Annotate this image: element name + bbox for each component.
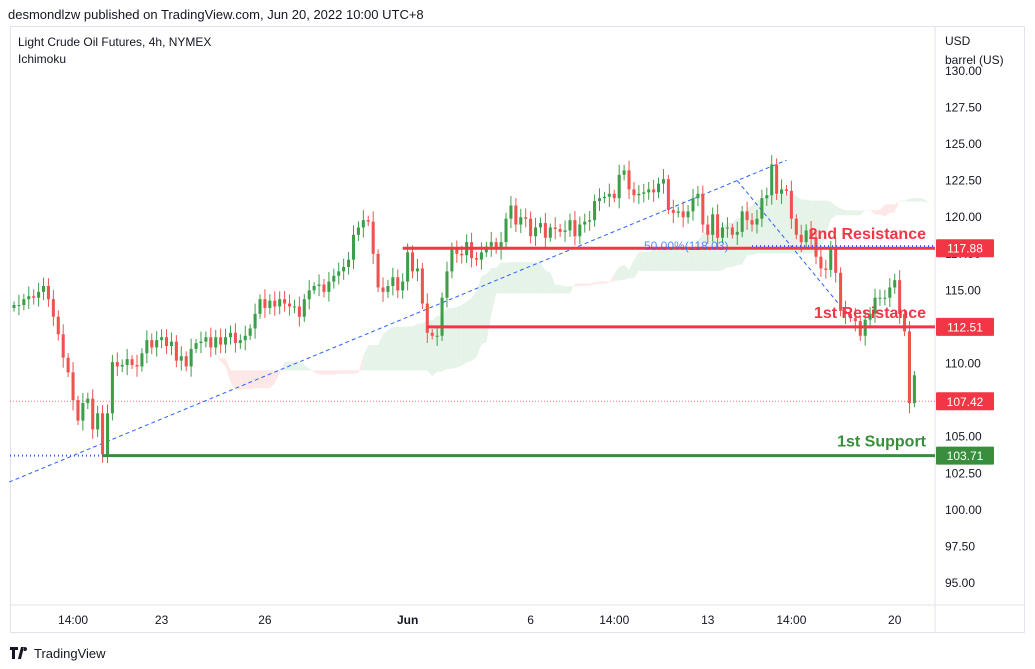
footer-brand-label: TradingView <box>34 645 106 661</box>
price-unit-measure: barrel (US) <box>945 53 1004 67</box>
price-unit-currency: USD <box>945 34 971 48</box>
tradingview-logo-icon <box>10 647 28 659</box>
publish-header: desmondlzw published on TradingView.com,… <box>8 7 424 22</box>
footer-brand[interactable]: TradingView <box>10 644 106 662</box>
chart-frame <box>10 26 1025 633</box>
symbol-legend[interactable]: Light Crude Oil Futures, 4h, NYMEX <box>18 35 212 49</box>
indicator-legend[interactable]: Ichimoku <box>18 52 67 66</box>
